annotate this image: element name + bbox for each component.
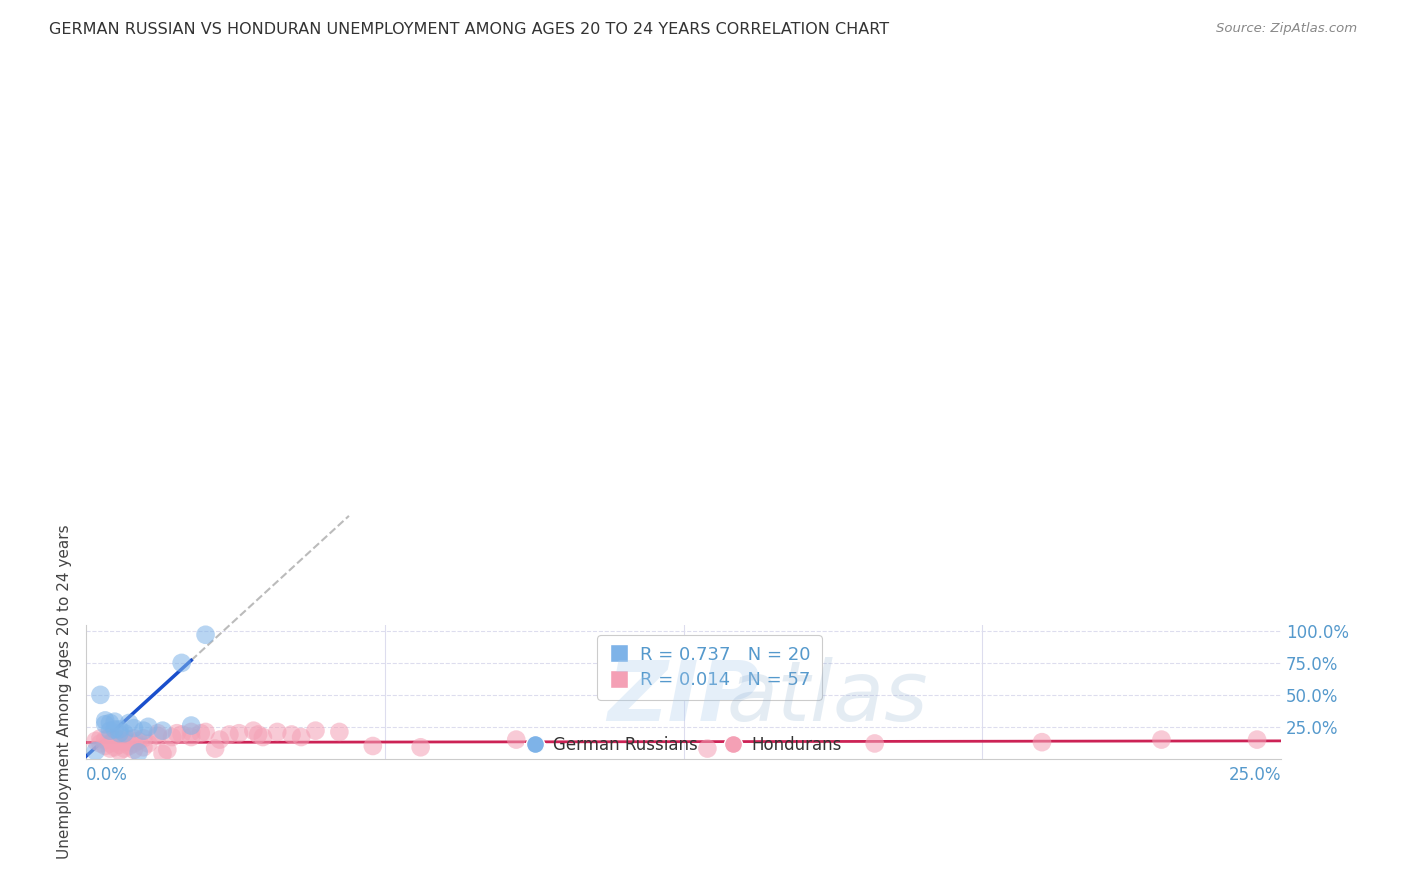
Point [118,732,141,747]
Point [122,736,145,750]
Point [328,725,350,739]
Point [108,744,131,758]
Text: 25.0%: 25.0% [1229,766,1281,784]
Point [1150,732,1173,747]
Point [696,741,718,756]
Point [180,718,202,732]
Point [290,730,312,744]
Point [136,736,159,750]
Point [98,741,121,756]
Point [94,732,117,747]
Point [247,727,270,741]
Point [128,745,150,759]
Point [128,734,150,748]
Point [152,723,174,738]
Point [152,747,174,761]
Point [266,725,288,739]
Point [208,732,231,747]
Point [104,730,127,744]
Point [136,720,159,734]
Point [194,628,217,642]
Point [108,732,131,747]
Point [98,723,121,738]
Point [104,723,127,737]
Point [132,723,155,738]
Point [89,688,111,702]
Point [104,735,127,749]
Point [170,656,193,670]
Point [1246,732,1268,747]
Point [89,736,111,750]
Point [98,736,121,750]
Point [180,725,202,739]
Text: GERMAN RUSSIAN VS HONDURAN UNEMPLOYMENT AMONG AGES 20 TO 24 YEARS CORRELATION CH: GERMAN RUSSIAN VS HONDURAN UNEMPLOYMENT … [49,22,890,37]
Point [190,726,212,740]
Point [122,743,145,757]
Point [194,725,217,739]
Point [108,723,131,737]
Point [132,740,155,755]
Point [112,735,135,749]
Point [242,723,264,738]
Point [280,727,302,741]
Point [166,726,188,740]
Point [180,730,202,744]
Text: ZIP: ZIP [607,657,759,738]
Point [122,721,145,735]
Legend: German Russians, Hondurans: German Russians, Hondurans [519,729,849,761]
Point [108,726,131,740]
Point [218,727,240,741]
Point [505,732,527,747]
Point [104,740,127,755]
Text: atlas: atlas [725,657,928,738]
Point [228,726,250,740]
Point [204,741,226,756]
Point [84,744,107,758]
Point [94,739,117,753]
Point [104,714,127,729]
Point [89,731,111,746]
Point [84,734,107,748]
Text: Source: ZipAtlas.com: Source: ZipAtlas.com [1216,22,1357,36]
Point [94,714,117,728]
Point [112,731,135,746]
Point [409,740,432,755]
Point [252,730,274,744]
Point [94,717,117,731]
Point [112,741,135,756]
Point [98,716,121,731]
Point [170,727,193,741]
Point [98,730,121,744]
Point [118,716,141,731]
Point [146,729,169,743]
Point [122,731,145,746]
Point [304,723,326,738]
Point [1031,735,1053,749]
Point [132,731,155,746]
Point [112,726,135,740]
Point [156,743,179,757]
Point [361,739,384,753]
Point [146,726,169,740]
Point [108,738,131,752]
Point [863,736,886,750]
Y-axis label: Unemployment Among Ages 20 to 24 years: Unemployment Among Ages 20 to 24 years [58,524,72,859]
Point [118,739,141,753]
Point [160,730,183,744]
Text: 0.0%: 0.0% [86,766,128,784]
